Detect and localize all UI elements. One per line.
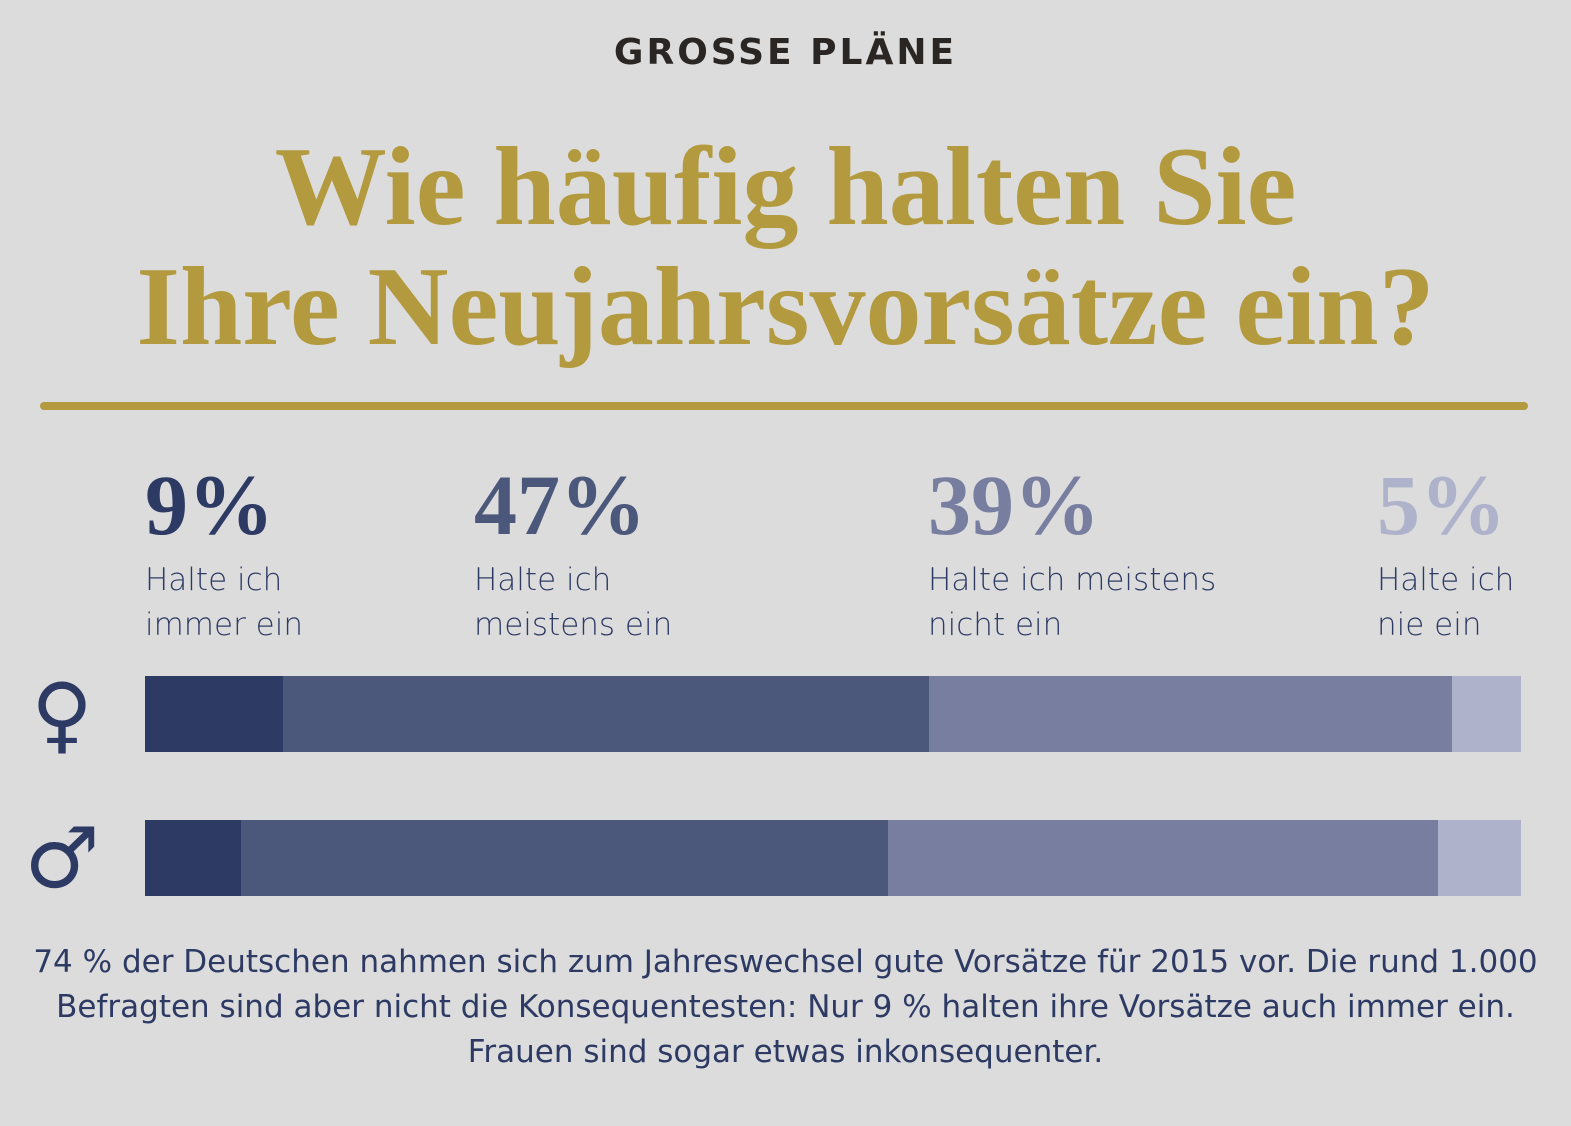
total-label: 39% <box>928 457 1100 553</box>
bar-segment <box>282 676 930 752</box>
total-label: 5% <box>1377 457 1506 553</box>
bar-segment <box>145 820 242 896</box>
category-symbol: ♂ <box>24 809 100 907</box>
bar-segment <box>241 820 889 896</box>
bar-segment <box>1452 676 1521 752</box>
category-symbol: ♀ <box>31 665 93 763</box>
total-label: 47% <box>474 457 646 553</box>
kicker: GROSSE PLÄNE <box>613 32 958 73</box>
legend-label: Halte ich immer ein <box>145 562 304 643</box>
bar-segment <box>888 820 1439 896</box>
bar-segment <box>145 676 283 752</box>
legend-label: Halte ich meistens ein <box>474 562 673 643</box>
title-rule <box>40 402 1528 410</box>
legend-label: Halte ich meistens nicht ein <box>928 562 1217 643</box>
bar-segment <box>929 676 1453 752</box>
bar-segment <box>1438 820 1521 896</box>
title-line: Wie häufig halten Sie <box>274 125 1297 249</box>
total-label: 9% <box>145 457 274 553</box>
legend-label: Halte ich nie ein <box>1377 562 1515 643</box>
note: 74 % der Deutschen nahmen sich zum Jahre… <box>33 944 1538 1070</box>
title-line: Ihre Neujahrsvorsätze ein? <box>136 245 1435 369</box>
